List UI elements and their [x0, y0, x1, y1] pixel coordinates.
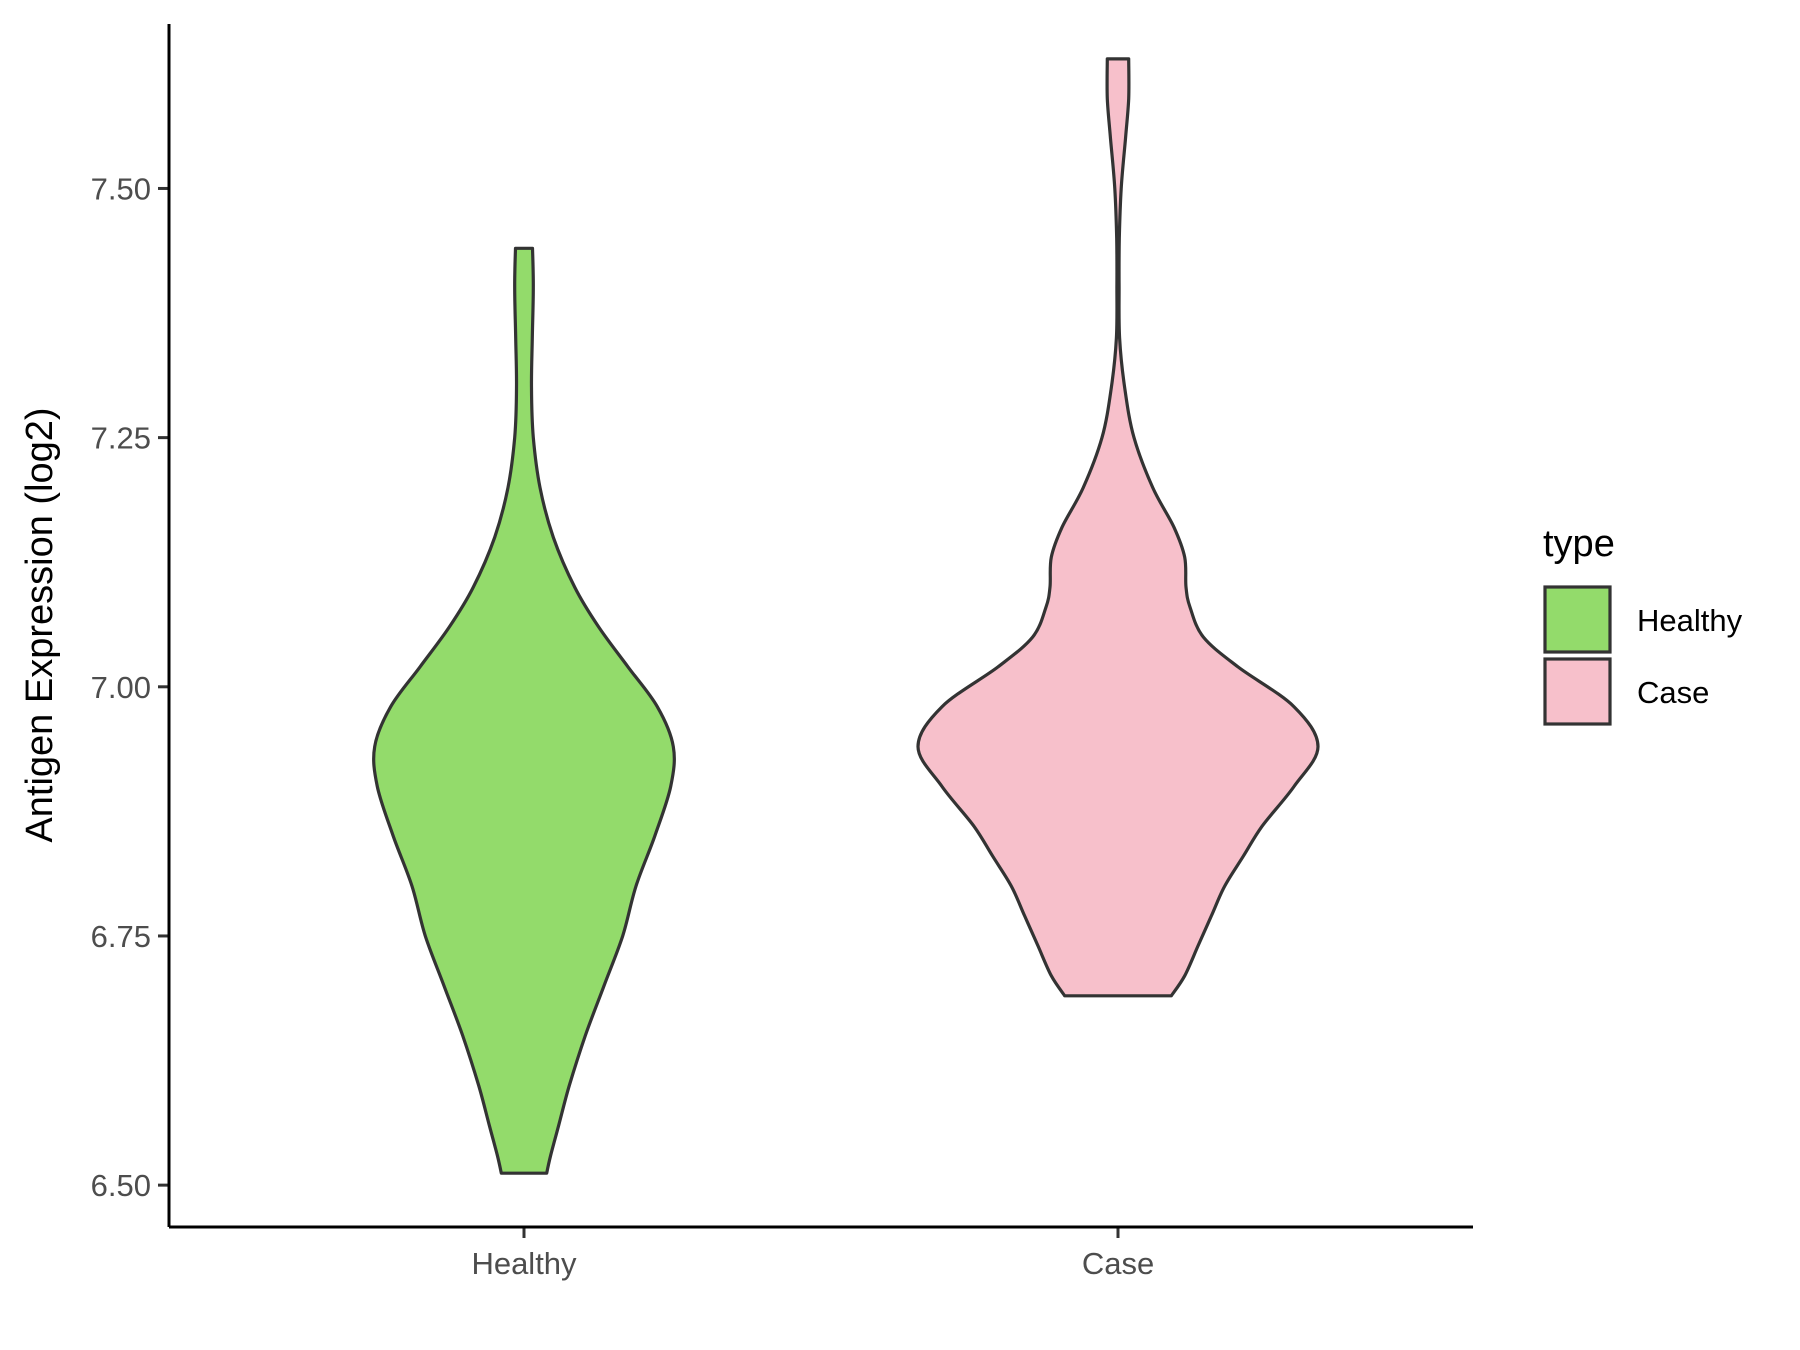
x-axis-ticks: Healthy Case	[471, 1227, 1154, 1281]
legend-entries: Healthy Case	[1543, 585, 1743, 726]
legend-key-case	[1543, 657, 1612, 726]
y-tick-label: 7.00	[91, 670, 151, 705]
x-tick-label: Healthy	[471, 1246, 577, 1281]
violin-case	[916, 57, 1320, 998]
y-tick-label: 6.50	[91, 1168, 151, 1203]
violins-layer	[372, 57, 1320, 1175]
y-tick-label: 7.50	[91, 171, 151, 206]
y-tick-label: 7.25	[91, 421, 151, 456]
legend-title: type	[1543, 523, 1615, 565]
legend: type Healthy Case	[1543, 523, 1743, 726]
x-tick-label: Case	[1082, 1246, 1154, 1281]
legend-label-case: Case	[1637, 675, 1709, 710]
legend-label-healthy: Healthy	[1637, 603, 1743, 638]
violin-healthy	[372, 246, 676, 1175]
y-axis-title: Antigen Expression (log2)	[19, 407, 61, 842]
legend-key-healthy	[1543, 585, 1612, 654]
y-tick-label: 6.75	[91, 919, 151, 954]
y-axis-ticks: 6.50 6.75 7.00 7.25 7.50	[91, 171, 169, 1203]
